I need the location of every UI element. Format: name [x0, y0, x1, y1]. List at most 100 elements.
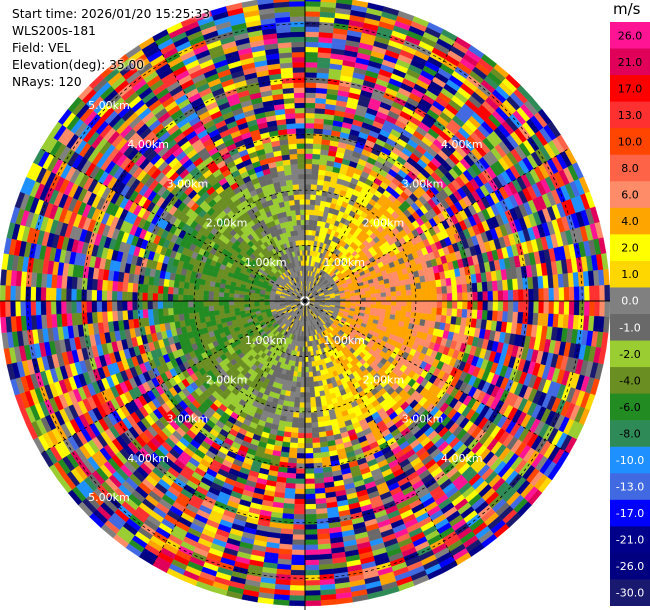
velocity-gate	[304, 524, 318, 530]
velocity-gate	[594, 300, 600, 317]
velocity-gate	[285, 482, 296, 489]
velocity-gate	[314, 487, 326, 495]
velocity-gate	[313, 472, 324, 479]
velocity-gate	[299, 392, 306, 398]
velocity-gate	[538, 288, 545, 302]
velocity-gate	[289, 442, 298, 449]
velocity-gate	[304, 72, 318, 78]
velocity-gate	[451, 284, 458, 294]
velocity-gate	[416, 288, 422, 296]
velocity-gate	[314, 482, 325, 489]
velocity-gate	[497, 290, 504, 302]
velocity-gate	[317, 179, 325, 186]
velocity-gate	[306, 336, 310, 342]
velocity-gate	[385, 291, 392, 297]
velocity-gate	[396, 300, 402, 307]
velocity-gate	[466, 309, 473, 319]
velocity-gate	[395, 285, 402, 292]
velocity-gate	[311, 422, 319, 429]
velocity-gate	[304, 595, 321, 602]
velocity-gate	[380, 292, 387, 298]
velocity-gate	[301, 361, 306, 368]
velocity-gate	[304, 508, 317, 515]
velocity-gate	[415, 312, 422, 320]
velocity-gate	[304, 397, 311, 403]
velocity-gate	[563, 300, 570, 315]
velocity-gate	[584, 300, 590, 317]
velocity-gate	[390, 286, 397, 293]
velocity-gate	[304, 122, 315, 129]
velocity-gate	[405, 289, 412, 296]
velocity-gate	[492, 290, 499, 302]
velocity-gate	[512, 289, 519, 302]
velocity-gate	[410, 283, 417, 290]
velocity-gate	[431, 307, 438, 315]
velocity-gate	[297, 427, 306, 434]
velocity-gate	[518, 300, 524, 313]
velocity-gate	[401, 295, 407, 302]
velocity-gate	[311, 427, 319, 434]
velocity-gate	[304, 488, 316, 495]
velocity-gate	[304, 493, 316, 500]
velocity-gate	[288, 401, 295, 408]
velocity-gate	[312, 447, 322, 454]
velocity-gate	[568, 286, 575, 302]
velocity-gate	[467, 292, 473, 302]
velocity-gate	[312, 442, 321, 449]
velocity-gate	[300, 376, 306, 383]
velocity-gate	[313, 457, 323, 464]
velocity-gate	[304, 87, 317, 94]
velocity-gate	[304, 539, 318, 546]
velocity-gate	[365, 293, 372, 298]
velocity-gate	[315, 503, 327, 510]
velocity-gate	[304, 376, 310, 383]
velocity-gate	[400, 284, 407, 292]
velocity-gate	[365, 300, 372, 305]
velocity-gate	[380, 296, 387, 302]
velocity-gate	[502, 290, 509, 302]
velocity-gate	[292, 534, 306, 541]
velocity-gate	[304, 498, 316, 505]
velocity-gate	[457, 300, 463, 310]
velocity-gate	[296, 463, 306, 469]
velocity-gate	[491, 310, 499, 322]
velocity-gate	[507, 300, 514, 313]
velocity-gate	[309, 396, 316, 403]
velocity-gate	[296, 458, 306, 464]
velocity-gate	[390, 305, 397, 311]
velocity-gate	[420, 313, 427, 321]
velocity-gate	[289, 590, 306, 596]
velocity-gate	[441, 285, 448, 294]
velocity-gate	[370, 289, 376, 295]
velocity-gate	[312, 143, 322, 150]
velocity-gate	[315, 401, 322, 408]
velocity-gate	[456, 308, 463, 318]
velocity-gate	[286, 411, 294, 418]
velocity-gate	[405, 311, 412, 318]
velocity-gate	[421, 300, 428, 308]
velocity-gate	[486, 281, 493, 292]
velocity-gate	[293, 401, 300, 408]
velocity-gate	[492, 300, 499, 312]
velocity-gate	[304, 483, 315, 490]
velocity-gate	[553, 300, 560, 315]
velocity-gate	[291, 427, 299, 434]
velocity-gate	[304, 437, 313, 444]
velocity-gate	[584, 285, 590, 302]
velocity-gate	[446, 293, 453, 302]
velocity-gate	[320, 599, 338, 606]
velocity-gate	[310, 412, 318, 418]
velocity-gate	[304, 0, 321, 2]
velocity-gate	[360, 294, 367, 299]
velocity-gate	[304, 77, 317, 83]
velocity-gate	[312, 148, 322, 155]
velocity-gate	[304, 427, 313, 434]
velocity-gate	[426, 287, 433, 295]
velocity-gate	[533, 300, 539, 314]
velocity-gate	[314, 107, 326, 115]
velocity-gate	[287, 457, 297, 464]
velocity-gate	[284, 492, 296, 500]
velocity-gate	[292, 417, 300, 423]
velocity-gate	[304, 361, 309, 368]
velocity-gate	[421, 288, 427, 296]
